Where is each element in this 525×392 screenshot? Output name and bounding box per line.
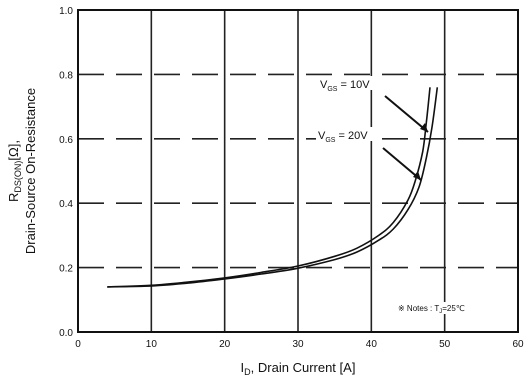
- vgs20-arrow-head: [413, 171, 421, 180]
- vgs20-label-bg: [316, 127, 378, 141]
- series-vgs-20v-line: [107, 87, 439, 288]
- vgs10-label-bg: [318, 76, 380, 90]
- vgs20-arrow-line: [382, 147, 422, 181]
- x-tick-label: 60: [512, 339, 524, 350]
- series-group: [107, 87, 439, 288]
- y-axis-title-line1: RDS(ON)[Ω],: [6, 140, 23, 202]
- grid: [78, 10, 518, 332]
- y-tick-label: 1.0: [59, 6, 73, 17]
- y-tick-label: 0.6: [59, 135, 73, 146]
- x-tick-label: 30: [292, 339, 304, 350]
- series-vgs-10v-line: [107, 87, 431, 288]
- x-axis-title: ID, Drain Current [A]: [241, 360, 356, 377]
- plot-frame: [77, 9, 519, 333]
- notes-label: ※ Notes : TJ=25℃: [398, 304, 465, 315]
- y-tick-label: 0.2: [59, 264, 73, 275]
- y-tick-label: 0.4: [59, 199, 73, 210]
- vgs10-arrow-line: [384, 95, 429, 133]
- x-tick-label: 50: [439, 339, 451, 350]
- x-tick-label: 10: [146, 339, 158, 350]
- y-axis-title-line2: Drain-Source On-Resistance: [23, 88, 38, 254]
- notes-label-bg: [396, 302, 504, 314]
- tick-labels: 0 10 20 30 40 50 60 0.0 0.2 0.4 0.6 0.8 1.0: [59, 6, 524, 350]
- y-tick-label: 0.8: [59, 70, 73, 81]
- y-tick-label: 0.0: [59, 328, 73, 339]
- vgs10-arrow-head: [420, 123, 428, 132]
- x-tick-label: 40: [366, 339, 378, 350]
- vgs10-label: VGS = 10V: [320, 79, 370, 93]
- x-tick-label: 20: [219, 339, 231, 350]
- x-tick-label: 0: [75, 339, 81, 350]
- vgs20-label: VGS = 20V: [318, 130, 368, 144]
